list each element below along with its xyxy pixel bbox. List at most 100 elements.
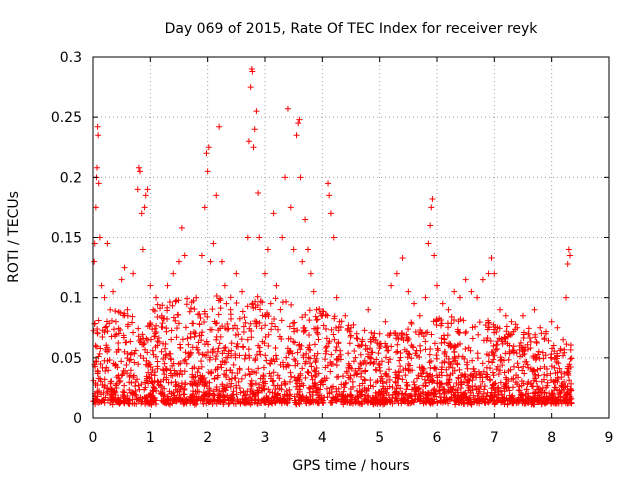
data-point — [115, 375, 122, 382]
data-point — [361, 376, 368, 383]
data-point — [393, 270, 400, 277]
data-point — [537, 365, 544, 372]
data-point — [181, 252, 188, 259]
data-point — [221, 282, 228, 289]
data-point — [183, 301, 190, 308]
data-point — [439, 364, 446, 371]
data-point — [408, 320, 415, 327]
data-point — [456, 366, 463, 373]
data-point — [179, 336, 186, 343]
data-point — [476, 319, 483, 326]
data-point — [305, 246, 311, 253]
data-point — [521, 370, 528, 377]
data-point — [173, 334, 180, 341]
data-point — [247, 320, 254, 327]
data-point — [97, 345, 104, 352]
data-point — [509, 384, 516, 391]
data-point — [554, 378, 561, 385]
data-point — [497, 306, 504, 313]
data-point — [327, 210, 334, 217]
data-point — [178, 224, 185, 231]
data-point — [333, 294, 340, 301]
data-point — [488, 254, 495, 261]
data-point — [122, 339, 129, 346]
data-point — [495, 388, 502, 395]
data-point — [368, 329, 375, 336]
data-point — [467, 387, 474, 394]
data-point — [94, 389, 101, 396]
data-point — [248, 377, 255, 384]
data-point — [354, 335, 361, 342]
data-point — [342, 312, 349, 319]
data-point — [313, 396, 320, 403]
data-point — [476, 400, 483, 407]
data-point — [400, 366, 407, 373]
data-point — [416, 354, 423, 361]
data-point — [323, 348, 330, 355]
data-point — [451, 348, 458, 355]
data-point — [255, 189, 262, 196]
data-point — [504, 400, 511, 407]
data-point — [513, 350, 520, 357]
data-point — [108, 387, 115, 394]
data-point — [445, 306, 452, 313]
data-points — [90, 66, 575, 408]
data-point — [127, 367, 134, 374]
data-point — [383, 370, 390, 377]
data-point — [481, 399, 488, 406]
data-point — [260, 372, 267, 379]
data-point — [124, 306, 131, 313]
data-point — [460, 317, 467, 324]
data-point — [554, 324, 561, 331]
data-point — [200, 400, 207, 407]
data-point — [481, 383, 488, 390]
data-point — [513, 372, 520, 379]
data-point — [547, 370, 554, 377]
data-point — [173, 325, 180, 332]
data-point — [487, 377, 494, 384]
data-point — [185, 341, 192, 348]
data-point — [215, 311, 222, 318]
x-tick-label: 0 — [89, 430, 98, 446]
data-point — [120, 367, 127, 374]
data-point — [150, 388, 157, 395]
data-point — [207, 398, 214, 405]
data-point — [229, 325, 236, 332]
data-point — [530, 354, 537, 361]
data-point — [95, 180, 102, 187]
data-point — [464, 365, 471, 372]
data-point — [284, 105, 291, 112]
data-point — [409, 397, 416, 404]
data-point — [460, 400, 467, 407]
data-point — [361, 327, 368, 334]
data-point — [566, 377, 573, 384]
data-point — [108, 317, 115, 324]
data-point — [351, 396, 358, 403]
data-point — [130, 270, 137, 277]
y-tick-label: 0.05 — [51, 351, 82, 367]
data-point — [418, 330, 425, 337]
data-point — [461, 355, 468, 362]
data-point — [514, 360, 521, 367]
data-point — [276, 375, 283, 382]
data-point — [312, 359, 319, 366]
data-point — [469, 373, 476, 380]
data-point — [455, 353, 462, 360]
data-point — [306, 332, 313, 339]
data-point — [458, 379, 465, 386]
data-point — [121, 264, 128, 271]
data-point — [137, 339, 144, 346]
data-point — [429, 398, 436, 405]
data-point — [190, 297, 197, 304]
data-point — [568, 355, 575, 362]
data-point — [395, 368, 402, 375]
data-point — [217, 361, 224, 368]
data-point — [306, 389, 313, 396]
data-point — [389, 384, 396, 391]
data-point — [244, 336, 251, 343]
data-point — [121, 312, 128, 319]
data-point — [151, 333, 158, 340]
data-point — [258, 325, 265, 332]
data-point — [490, 372, 497, 379]
data-point — [365, 385, 372, 392]
